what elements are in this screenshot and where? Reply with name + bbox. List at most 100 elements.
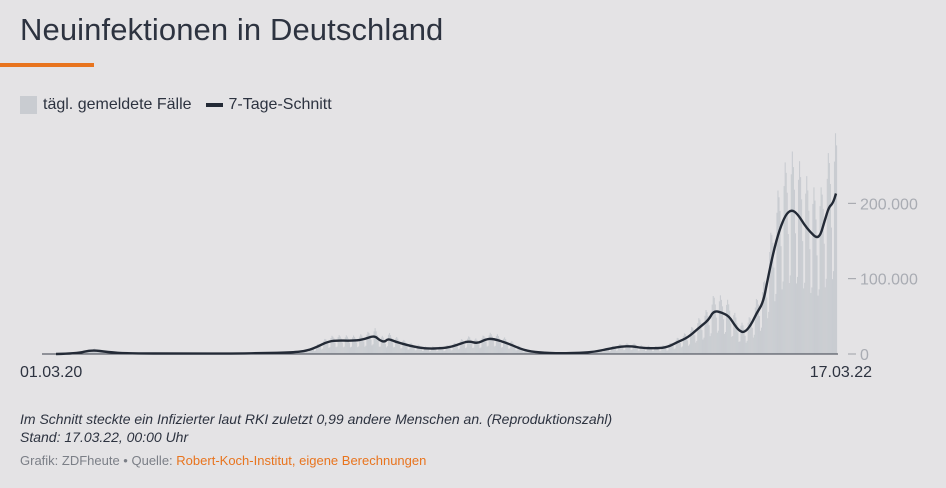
y-axis-ticks: 0 100.000 200.000 <box>848 196 918 364</box>
daily-bar <box>762 292 764 354</box>
daily-bar <box>524 349 526 354</box>
daily-bar <box>478 344 480 354</box>
daily-bar <box>411 343 413 354</box>
daily-bar <box>727 299 729 354</box>
daily-bar <box>716 332 718 354</box>
daily-bar <box>719 295 721 354</box>
daily-bar <box>679 342 681 354</box>
daily-bar <box>807 190 809 354</box>
daily-bar <box>626 343 628 354</box>
daily-bar <box>450 350 452 354</box>
daily-bar <box>463 344 466 354</box>
daily-bar <box>402 341 404 354</box>
daily-bar <box>461 339 464 354</box>
daily-bar <box>619 343 621 354</box>
daily-bar <box>638 350 640 354</box>
daily-bar <box>803 288 805 354</box>
daily-bar <box>432 346 434 354</box>
daily-bar <box>800 177 802 354</box>
daily-bar <box>655 346 657 354</box>
daily-bar <box>346 336 348 354</box>
title-accent-bar <box>0 63 94 67</box>
daily-bar <box>818 289 820 354</box>
daily-bar <box>423 346 426 354</box>
daily-bar <box>791 151 793 354</box>
daily-bar <box>698 318 700 354</box>
daily-bar <box>781 289 783 354</box>
daily-bar <box>656 346 658 354</box>
daily-bar <box>683 333 686 354</box>
source-link[interactable]: Robert-Koch-Institut, eigene Berechnunge… <box>176 453 427 468</box>
daily-bar <box>436 351 438 354</box>
daily-bar <box>397 338 399 354</box>
daily-bar <box>736 323 738 354</box>
daily-bar <box>414 350 416 354</box>
daily-bar <box>410 342 412 354</box>
daily-bar <box>481 338 483 354</box>
daily-bar <box>794 233 796 354</box>
daily-bar <box>383 339 385 354</box>
daily-bar <box>721 306 724 354</box>
daily-bar <box>358 346 360 354</box>
y-tick-label: 100.000 <box>860 272 918 289</box>
daily-bar <box>526 349 528 354</box>
legend-item-line: 7-Tage-Schnitt <box>205 96 332 114</box>
daily-bar <box>664 346 666 354</box>
daily-bar <box>704 315 706 354</box>
daily-bar <box>832 271 835 354</box>
daily-bar <box>674 348 676 354</box>
daily-bar <box>519 346 521 354</box>
daily-bar <box>90 352 93 354</box>
daily-bar <box>508 348 510 354</box>
daily-bar <box>486 346 488 354</box>
daily-bar <box>778 197 780 354</box>
daily-bar <box>446 345 448 354</box>
daily-bar <box>434 347 436 354</box>
daily-bar <box>376 335 378 354</box>
daily-bar <box>528 351 530 354</box>
daily-bar <box>770 232 772 354</box>
daily-bar <box>394 346 396 354</box>
daily-bar <box>473 347 475 354</box>
credit-prefix: Grafik: ZDFheute • Quelle: <box>20 453 173 468</box>
daily-bar <box>349 347 352 354</box>
daily-bar <box>479 348 481 354</box>
daily-bar <box>711 304 713 354</box>
daily-bar <box>496 334 498 354</box>
daily-bar <box>757 304 759 354</box>
daily-bar <box>732 336 734 354</box>
daily-bar <box>428 349 430 354</box>
daily-bar <box>300 352 302 354</box>
daily-bar <box>351 337 354 354</box>
daily-bar <box>717 330 719 354</box>
daily-bar <box>831 279 833 354</box>
daily-bar <box>611 345 614 354</box>
daily-bar <box>347 338 349 354</box>
daily-bar <box>605 348 607 354</box>
daily-bar <box>480 347 482 354</box>
daily-bar <box>466 347 468 354</box>
daily-bar <box>317 344 319 354</box>
daily-bar <box>445 346 447 354</box>
x-axis-end-label: 17.03.22 <box>810 364 872 381</box>
chart-area: 0 100.000 200.000 01.03.20 17.03.22 <box>20 133 918 381</box>
daily-bar <box>449 348 451 354</box>
daily-bar <box>834 133 837 354</box>
daily-bar <box>313 351 316 354</box>
daily-bar <box>700 322 702 354</box>
daily-bar <box>754 307 756 354</box>
daily-bar <box>751 327 753 354</box>
daily-bar <box>357 347 359 354</box>
daily-bar <box>784 162 786 354</box>
daily-bar <box>708 325 710 354</box>
daily-bar <box>602 351 604 354</box>
daily-bar <box>348 342 350 354</box>
daily-bar <box>485 341 487 354</box>
daily-bar <box>691 327 693 354</box>
daily-bar <box>392 342 394 354</box>
daily-bar <box>405 343 407 354</box>
daily-bar <box>833 161 836 354</box>
daily-bar <box>433 346 435 354</box>
daily-bar <box>512 342 514 354</box>
daily-bar <box>730 323 732 354</box>
